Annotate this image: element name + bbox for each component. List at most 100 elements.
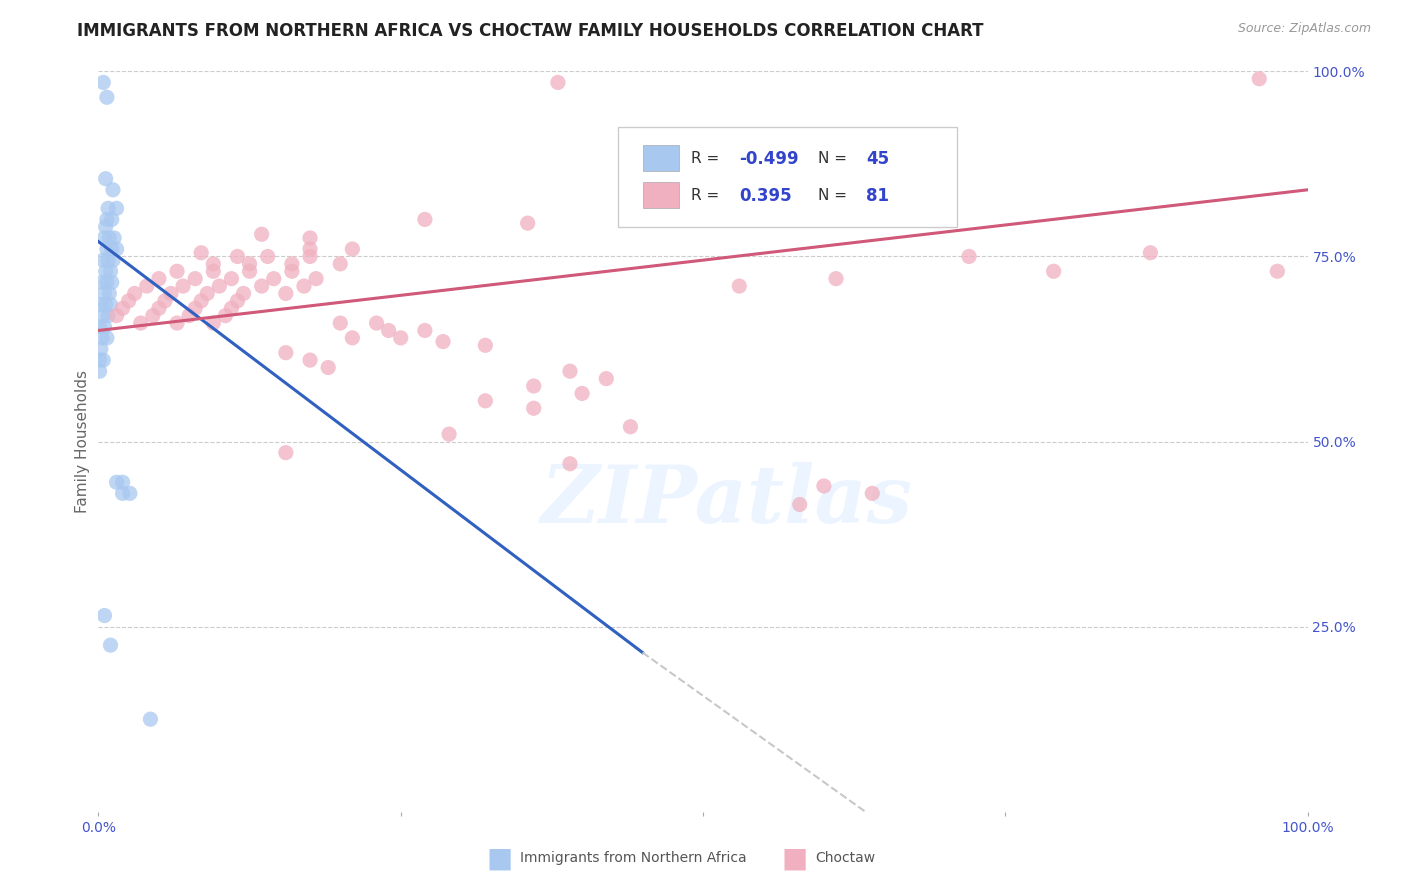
Point <box>101 253 124 268</box>
Point <box>105 242 128 256</box>
Point <box>97 253 120 268</box>
Point <box>96 212 118 227</box>
Point <box>118 486 141 500</box>
Point <box>96 90 118 104</box>
Point <box>813 479 835 493</box>
Point <box>377 324 399 338</box>
Point <box>274 286 297 301</box>
Point <box>94 297 117 311</box>
Point <box>93 319 115 334</box>
Point <box>281 257 304 271</box>
Point <box>94 171 117 186</box>
Point <box>1267 264 1289 278</box>
Point <box>111 486 134 500</box>
Point <box>100 638 122 652</box>
Point <box>97 202 120 216</box>
Point <box>619 419 641 434</box>
Point <box>202 316 225 330</box>
Text: 0.395: 0.395 <box>740 186 792 205</box>
Point <box>91 331 114 345</box>
Text: N =: N = <box>818 188 852 203</box>
Point <box>94 264 117 278</box>
Point <box>221 271 243 285</box>
Text: Immigrants from Northern Africa: Immigrants from Northern Africa <box>520 851 747 865</box>
Point <box>516 216 538 230</box>
Point <box>190 245 212 260</box>
Point <box>94 219 117 234</box>
Point <box>789 498 811 512</box>
Point <box>100 264 122 278</box>
Point <box>299 353 322 368</box>
Point <box>232 286 254 301</box>
Point <box>595 371 617 385</box>
Point <box>89 353 111 368</box>
Point <box>208 279 231 293</box>
Point <box>214 309 236 323</box>
Point <box>91 309 114 323</box>
Point <box>239 257 262 271</box>
Text: ■: ■ <box>782 844 807 872</box>
Y-axis label: Family Households: Family Households <box>75 370 90 513</box>
Point <box>105 202 128 216</box>
Point <box>474 338 496 352</box>
Point <box>91 353 114 368</box>
Point <box>389 331 412 345</box>
Text: R =: R = <box>690 152 724 166</box>
FancyBboxPatch shape <box>643 183 679 209</box>
Point <box>728 279 751 293</box>
Point <box>100 212 122 227</box>
Point <box>91 276 114 290</box>
Point <box>111 301 134 316</box>
Point <box>299 250 322 264</box>
Point <box>637 197 659 211</box>
Point <box>366 316 388 330</box>
Point <box>571 386 593 401</box>
Point <box>98 286 121 301</box>
Point <box>825 271 848 285</box>
Point <box>195 286 218 301</box>
Point <box>190 293 212 308</box>
FancyBboxPatch shape <box>619 127 957 227</box>
Point <box>256 250 278 264</box>
Point <box>250 227 273 242</box>
Point <box>142 309 165 323</box>
Point <box>118 293 141 308</box>
Point <box>148 271 170 285</box>
Point <box>93 286 115 301</box>
Point <box>474 393 496 408</box>
Point <box>957 250 980 264</box>
Point <box>100 297 122 311</box>
Text: 45: 45 <box>866 150 890 168</box>
Point <box>342 242 364 256</box>
Point <box>413 324 436 338</box>
Point <box>96 242 118 256</box>
Point <box>274 345 297 359</box>
Point <box>93 608 115 623</box>
Point <box>299 231 322 245</box>
Point <box>90 342 112 356</box>
Point <box>250 279 273 293</box>
Point <box>172 279 194 293</box>
Point <box>226 293 249 308</box>
Point <box>523 401 546 416</box>
Point <box>90 297 112 311</box>
Point <box>432 334 454 349</box>
Point <box>274 445 297 459</box>
Point <box>148 301 170 316</box>
Point <box>179 309 201 323</box>
Point <box>124 286 146 301</box>
Point <box>413 212 436 227</box>
Text: 81: 81 <box>866 186 889 205</box>
Point <box>221 301 243 316</box>
Point <box>135 279 157 293</box>
Point <box>105 309 128 323</box>
Text: IMMIGRANTS FROM NORTHERN AFRICA VS CHOCTAW FAMILY HOUSEHOLDS CORRELATION CHART: IMMIGRANTS FROM NORTHERN AFRICA VS CHOCT… <box>77 22 984 40</box>
Point <box>1139 245 1161 260</box>
Text: N =: N = <box>818 152 852 166</box>
Point <box>202 264 225 278</box>
Point <box>97 309 120 323</box>
Point <box>299 242 322 256</box>
FancyBboxPatch shape <box>643 145 679 171</box>
Point <box>305 271 328 285</box>
Text: Source: ZipAtlas.com: Source: ZipAtlas.com <box>1237 22 1371 36</box>
